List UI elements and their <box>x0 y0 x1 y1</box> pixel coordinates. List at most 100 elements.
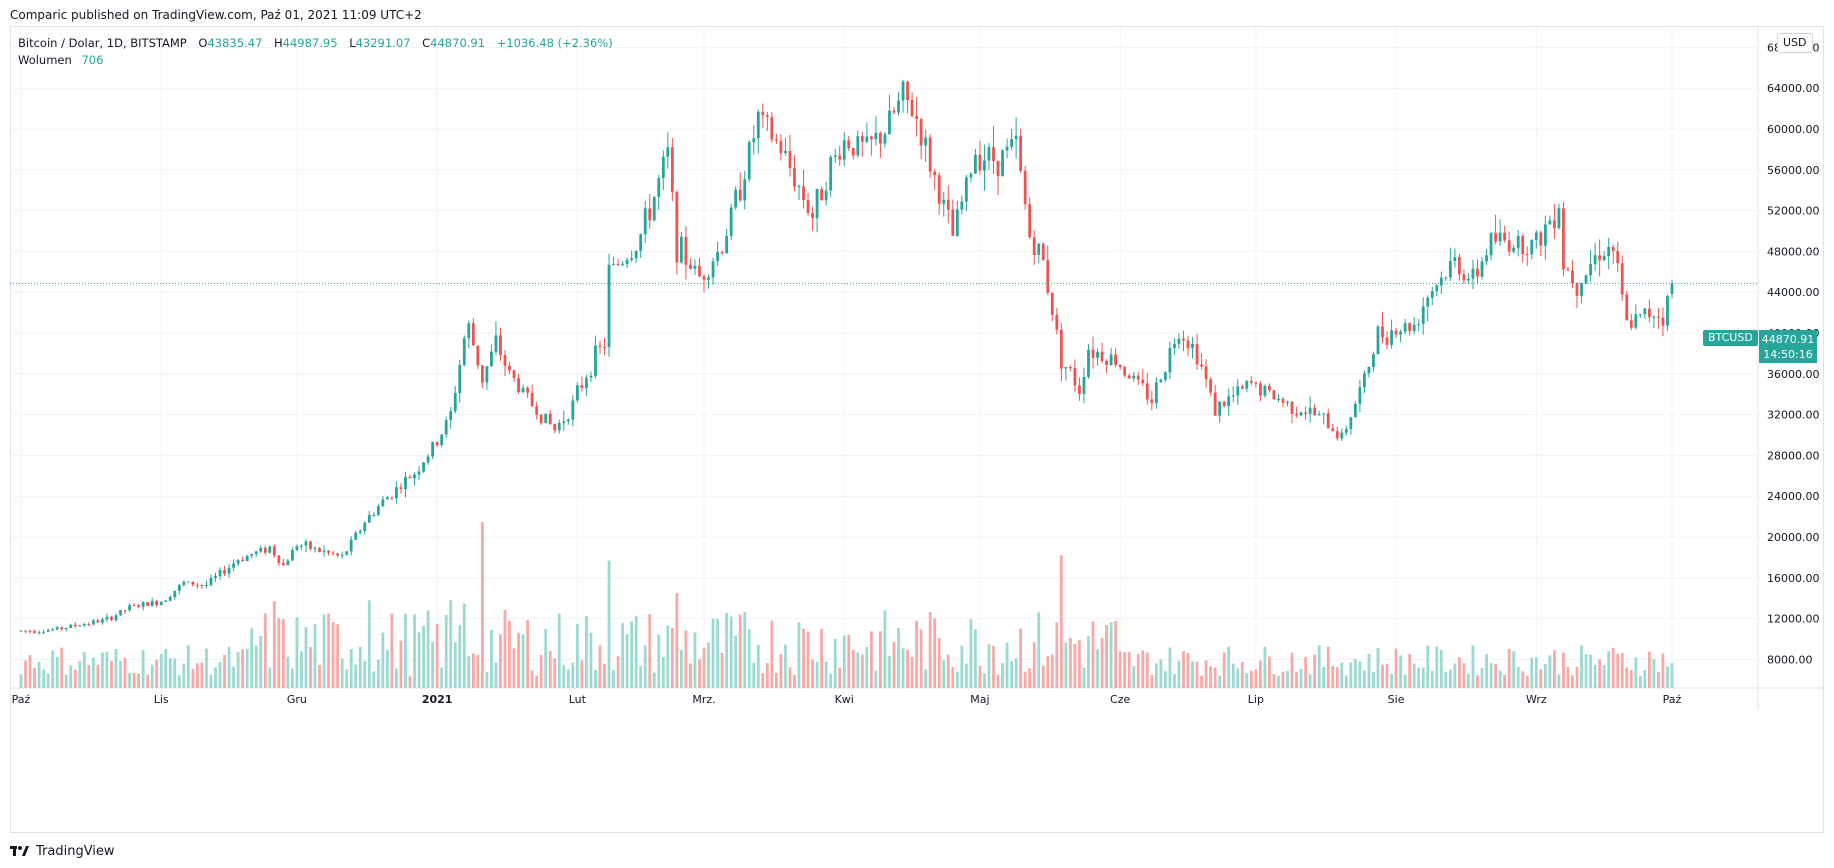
candle-body <box>557 423 561 431</box>
candle-body <box>1177 338 1181 344</box>
currency-button[interactable]: USD <box>1777 33 1813 53</box>
candle-body <box>716 252 719 262</box>
candle-body <box>146 602 150 606</box>
candle-body <box>1539 232 1543 246</box>
candle-body <box>779 140 783 154</box>
candle-body <box>580 385 584 388</box>
candle-body <box>1254 382 1258 384</box>
volume-bar <box>309 647 312 688</box>
volume-bar <box>28 655 32 688</box>
candle-body <box>548 413 552 425</box>
candle-body <box>1299 412 1303 416</box>
symbol-title[interactable]: Bitcoin / Dolar, 1D, BITSTAMP <box>18 36 187 50</box>
candle-body <box>906 81 909 100</box>
candle-body <box>598 345 602 347</box>
volume-bar <box>1218 675 1222 688</box>
candle-body <box>358 530 362 533</box>
candle-body <box>336 553 340 556</box>
volume-bar <box>625 633 629 688</box>
volume-bar <box>833 639 837 688</box>
volume-bar <box>146 674 150 688</box>
volume-bar <box>1421 667 1425 688</box>
candle-body <box>485 366 489 383</box>
candle-body <box>1625 294 1629 321</box>
candle-body <box>1485 255 1488 262</box>
volume-bar <box>318 665 321 688</box>
candle-body <box>689 264 692 269</box>
volume-bar <box>856 652 860 688</box>
candle-body <box>69 624 73 628</box>
candle-body <box>1344 429 1348 433</box>
last-price: 44870.91 <box>1761 333 1815 346</box>
volume-bar <box>734 635 738 688</box>
volume-bar <box>408 675 412 688</box>
volume-bar <box>1268 656 1271 688</box>
volume-bar <box>390 613 394 688</box>
volume-bar <box>951 667 955 688</box>
candle-body <box>992 147 995 162</box>
candle-body <box>1589 264 1592 276</box>
candle-body <box>928 137 932 172</box>
candle-body <box>1494 233 1497 242</box>
volume-bar <box>218 662 222 688</box>
volume-bar <box>431 642 435 688</box>
candle-body <box>702 276 706 280</box>
volume-bar <box>295 617 299 688</box>
volume-bar <box>1281 671 1285 688</box>
volume-label[interactable]: Wolumen <box>18 53 72 67</box>
volume-bar <box>1534 657 1538 688</box>
candle-body <box>607 264 611 348</box>
open-value: 43835.47 <box>207 36 263 50</box>
volume-bar <box>1078 640 1081 688</box>
volume-bar <box>1485 654 1488 688</box>
volume-bar <box>1349 662 1353 688</box>
volume-bar <box>1394 648 1398 688</box>
volume-bar <box>91 657 95 688</box>
candle-body <box>385 497 389 500</box>
candle-body <box>480 365 484 383</box>
candle-body <box>670 147 674 192</box>
chart-frame[interactable] <box>10 26 1824 833</box>
volume-bar <box>191 669 195 688</box>
volume-bar <box>209 674 213 688</box>
candle-body <box>1525 254 1529 256</box>
candle-body <box>738 189 742 201</box>
candle-body <box>585 377 588 388</box>
candle-body <box>1114 354 1118 366</box>
candle-body <box>1575 283 1579 296</box>
candle-body <box>508 365 511 371</box>
candle-body <box>322 550 326 552</box>
volume-bar <box>960 645 964 688</box>
volume-bar <box>494 662 498 688</box>
x-tick-label: Lis <box>154 693 169 706</box>
volume-bar <box>1286 671 1289 688</box>
candle-body <box>254 551 258 555</box>
chart-legend: Bitcoin / Dolar, 1D, BITSTAMP O43835.47 … <box>18 35 613 69</box>
volume-bar <box>1173 674 1176 688</box>
volume-bar <box>1059 555 1063 688</box>
candle-body <box>1186 340 1190 348</box>
volume-bar <box>1150 674 1154 688</box>
x-tick-label: 2021 <box>422 693 453 706</box>
volume-bar <box>770 620 774 688</box>
candle-body <box>526 387 530 393</box>
volume-bar <box>729 616 733 688</box>
volume-bar <box>842 635 846 688</box>
volume-bar <box>367 600 371 688</box>
volume-bar <box>1426 645 1430 688</box>
footer-brand[interactable]: TradingView <box>10 840 115 862</box>
volume-bar <box>1647 651 1651 688</box>
candle-body <box>883 134 887 144</box>
candle-body <box>1602 256 1606 261</box>
candle-body <box>209 578 213 585</box>
candle-body <box>1458 257 1461 275</box>
candle-body <box>960 201 964 210</box>
candle-body <box>286 560 290 566</box>
volume-bar <box>1254 669 1258 688</box>
candle-body <box>1123 366 1127 376</box>
candle-body <box>1001 150 1004 177</box>
volume-bar <box>272 601 276 688</box>
candle-body <box>1426 297 1430 307</box>
candle-body <box>1105 360 1108 366</box>
